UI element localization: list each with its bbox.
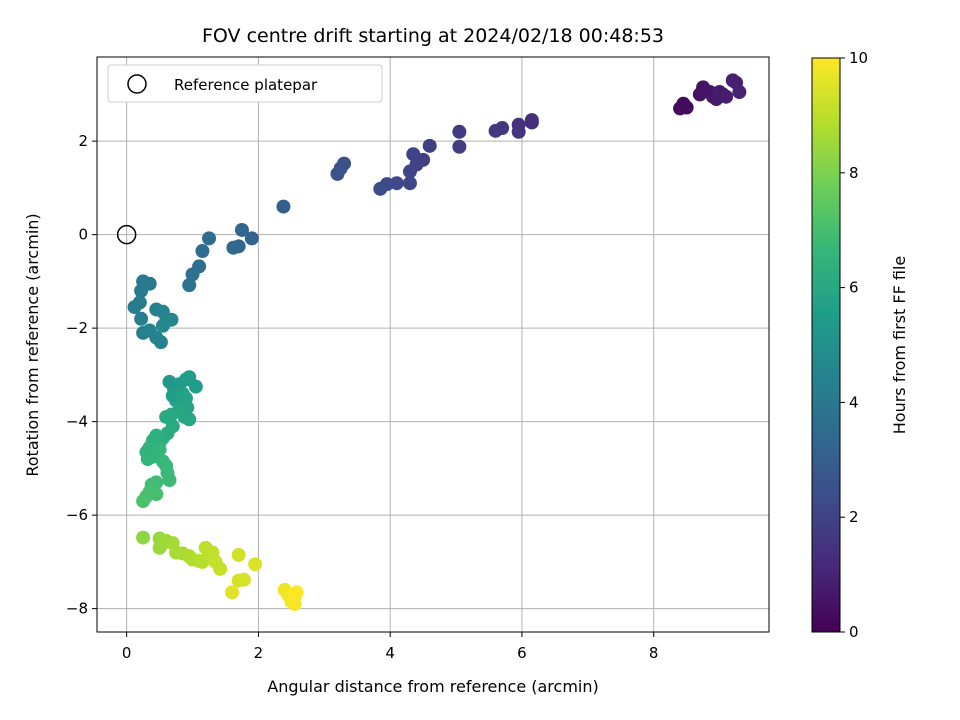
x-tick-label: 2 — [254, 644, 264, 662]
data-point — [422, 138, 437, 153]
data-point — [679, 100, 694, 115]
data-point — [185, 267, 200, 282]
plot-frame — [96, 56, 770, 633]
data-point — [225, 585, 240, 600]
x-axis-label: Angular distance from reference (arcmin) — [267, 677, 598, 696]
legend-label: Reference platepar — [174, 76, 318, 94]
data-point — [134, 283, 149, 298]
data-point — [136, 494, 151, 509]
colorbar-tick-label: 8 — [849, 164, 859, 182]
y-tick-label: −8 — [66, 600, 88, 618]
y-tick-label: −4 — [66, 413, 88, 431]
y-tick-label: 0 — [78, 226, 88, 244]
data-point — [127, 300, 142, 315]
colorbar — [811, 57, 841, 633]
x-tick-label: 0 — [122, 644, 132, 662]
data-point — [248, 557, 263, 572]
x-tick-label: 4 — [385, 644, 395, 662]
data-point — [134, 311, 149, 326]
axis-ticks: 0 2 4 6 8 −8 −6 −4 −2 0 2 — [66, 132, 659, 662]
data-point — [452, 139, 467, 154]
data-point — [276, 199, 291, 214]
data-point — [152, 442, 167, 457]
data-point — [231, 547, 246, 562]
data-point — [202, 231, 216, 246]
y-tick-label: 2 — [78, 132, 88, 150]
data-point — [162, 473, 177, 488]
data-point — [182, 412, 197, 427]
colorbar-tick-label: 4 — [849, 393, 859, 411]
data-point — [373, 181, 388, 196]
data-point — [136, 530, 151, 545]
data-point — [406, 147, 421, 162]
colorbar-tick-label: 6 — [849, 279, 859, 297]
data-point — [234, 222, 249, 237]
colorbar-tick-label: 10 — [849, 49, 868, 67]
data-point — [402, 164, 417, 179]
y-tick-label: −6 — [66, 506, 88, 524]
data-point — [244, 231, 259, 246]
data-point — [732, 85, 747, 100]
data-point — [153, 335, 168, 350]
y-tick-label: −2 — [66, 319, 88, 337]
colorbar-tick-label: 0 — [849, 623, 859, 641]
data-point — [226, 240, 241, 255]
data-point — [155, 318, 170, 333]
data-point — [195, 244, 210, 259]
data-point — [452, 124, 467, 139]
reference-platepar-marker — [116, 224, 137, 245]
data-point — [524, 113, 539, 128]
legend-box — [107, 64, 383, 103]
data-point — [719, 89, 734, 104]
colorbar-tick-label: 2 — [849, 508, 859, 526]
data-point — [402, 176, 417, 191]
legend-marker — [127, 74, 147, 94]
data-point — [488, 123, 503, 138]
y-axis-label: Rotation from reference (arcmin) — [23, 213, 42, 476]
x-tick-label: 6 — [517, 644, 527, 662]
grid — [97, 57, 769, 632]
scatter-points — [127, 73, 747, 611]
data-point — [236, 572, 251, 587]
data-point — [182, 278, 197, 293]
data-point — [289, 585, 304, 600]
data-point — [188, 379, 203, 394]
colorbar-ticks: 0 2 4 6 8 10 — [840, 49, 868, 641]
colorbar-label: Hours from first FF file — [890, 256, 909, 435]
chart-title: FOV centre drift starting at 2024/02/18 … — [202, 25, 664, 47]
data-point — [330, 166, 345, 181]
legend: Reference platepar — [107, 64, 383, 103]
data-point — [511, 124, 526, 139]
data-point — [213, 561, 228, 576]
x-tick-label: 8 — [649, 644, 659, 662]
